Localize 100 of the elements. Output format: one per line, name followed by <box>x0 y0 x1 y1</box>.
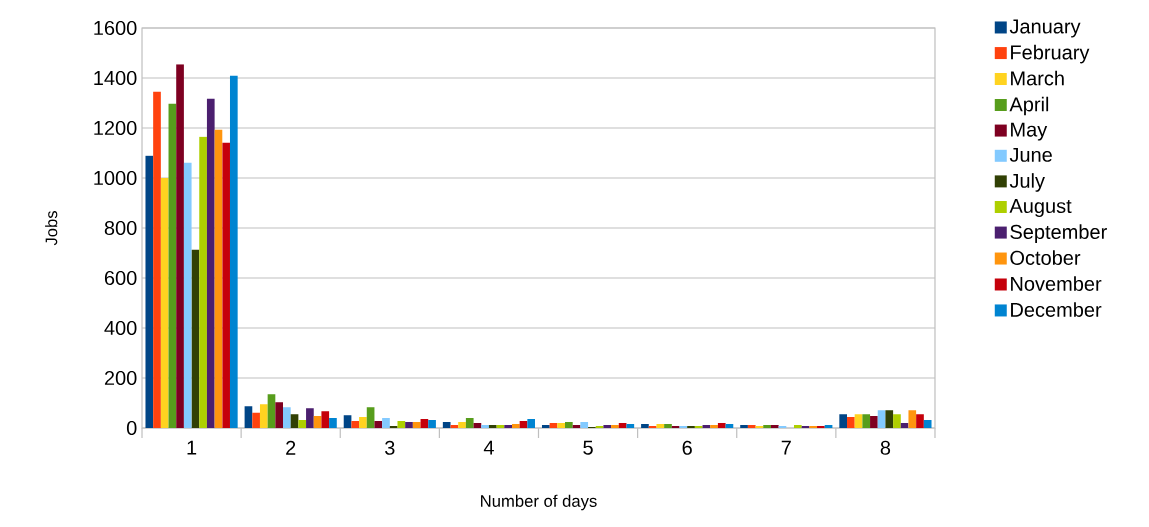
bar <box>458 421 466 428</box>
bar <box>465 417 474 428</box>
y-tick-label: 0 <box>126 420 137 436</box>
bar <box>488 424 497 428</box>
bar <box>442 421 451 428</box>
bar <box>397 420 406 428</box>
bar <box>717 422 726 428</box>
bar <box>351 420 360 428</box>
bar <box>298 419 307 428</box>
bar <box>580 421 589 428</box>
bar <box>603 424 612 428</box>
bar <box>648 425 657 428</box>
bar <box>450 424 459 428</box>
bar <box>664 423 672 428</box>
x-axis-title: Number of days <box>481 494 597 511</box>
bar <box>847 416 855 428</box>
bar <box>778 425 787 428</box>
bar <box>877 410 886 428</box>
y-tick-label: 1000 <box>94 170 137 186</box>
bar <box>870 415 878 428</box>
bar <box>694 425 703 428</box>
bar <box>916 414 924 428</box>
bar <box>504 424 512 428</box>
y-tick-label: 200 <box>104 370 137 386</box>
bar <box>679 425 688 428</box>
bar <box>549 422 558 428</box>
bar <box>801 425 810 428</box>
legend-label: February <box>1011 44 1090 64</box>
bar <box>252 412 260 428</box>
x-tick-label: 6 <box>682 440 692 455</box>
bar <box>374 420 383 428</box>
bar <box>259 404 268 428</box>
bar <box>145 155 154 428</box>
bar <box>153 91 161 428</box>
bar <box>199 136 207 428</box>
legend-label: June <box>1009 147 1052 162</box>
bar <box>541 424 550 428</box>
bar <box>183 162 192 428</box>
bar <box>321 411 330 428</box>
bar <box>306 408 314 428</box>
y-tick-label: 1600 <box>94 20 137 36</box>
bar <box>191 249 200 428</box>
legend-label: August <box>1009 199 1072 217</box>
legend-label: April <box>1009 96 1049 116</box>
bar <box>420 418 429 428</box>
bar <box>283 407 291 428</box>
x-tick-label: 2 <box>286 440 296 455</box>
bar <box>809 425 818 428</box>
bar <box>329 417 337 428</box>
bar <box>511 423 520 428</box>
bar <box>702 424 711 428</box>
bar <box>160 177 169 428</box>
bar <box>496 424 505 428</box>
x-tick-label: 5 <box>583 440 593 455</box>
bar <box>313 415 322 428</box>
bar <box>557 422 566 428</box>
bar <box>405 421 413 428</box>
bar <box>382 417 390 428</box>
bar <box>725 423 734 428</box>
bar <box>481 424 489 428</box>
bar <box>428 419 436 428</box>
bar <box>229 75 238 428</box>
bar <box>770 424 779 428</box>
bar <box>817 425 825 428</box>
bar <box>572 424 581 428</box>
y-tick-label: 1400 <box>94 70 137 86</box>
bar <box>740 424 748 428</box>
bar <box>176 64 184 428</box>
bar <box>168 103 177 428</box>
bar <box>618 422 627 428</box>
bar <box>656 423 665 428</box>
bar <box>710 424 718 428</box>
bar <box>671 425 680 428</box>
bar <box>267 394 276 428</box>
legend-label: September <box>1010 224 1107 243</box>
bar <box>893 414 901 428</box>
bar <box>290 414 299 428</box>
bar <box>885 410 894 428</box>
bar <box>755 425 764 428</box>
bar <box>687 425 695 428</box>
bar <box>473 422 482 428</box>
bar <box>366 407 375 428</box>
bar <box>206 98 215 428</box>
legend-label: October <box>1010 250 1081 265</box>
x-tick-label: 8 <box>880 440 891 455</box>
y-axis-title: Jobs <box>45 210 58 246</box>
bar <box>275 402 284 428</box>
legend-label: May <box>1011 122 1048 141</box>
y-tick-label: 400 <box>104 320 137 336</box>
bar <box>244 406 253 428</box>
bar <box>389 425 398 428</box>
y-tick-label: 1200 <box>94 120 137 136</box>
legend-label: January <box>1009 19 1081 38</box>
x-tick-label: 3 <box>385 440 395 455</box>
bar <box>854 414 863 428</box>
legend-label: March <box>1011 70 1064 86</box>
bar <box>412 421 421 428</box>
bar <box>611 424 619 428</box>
bar <box>359 416 367 428</box>
bar <box>565 421 573 428</box>
